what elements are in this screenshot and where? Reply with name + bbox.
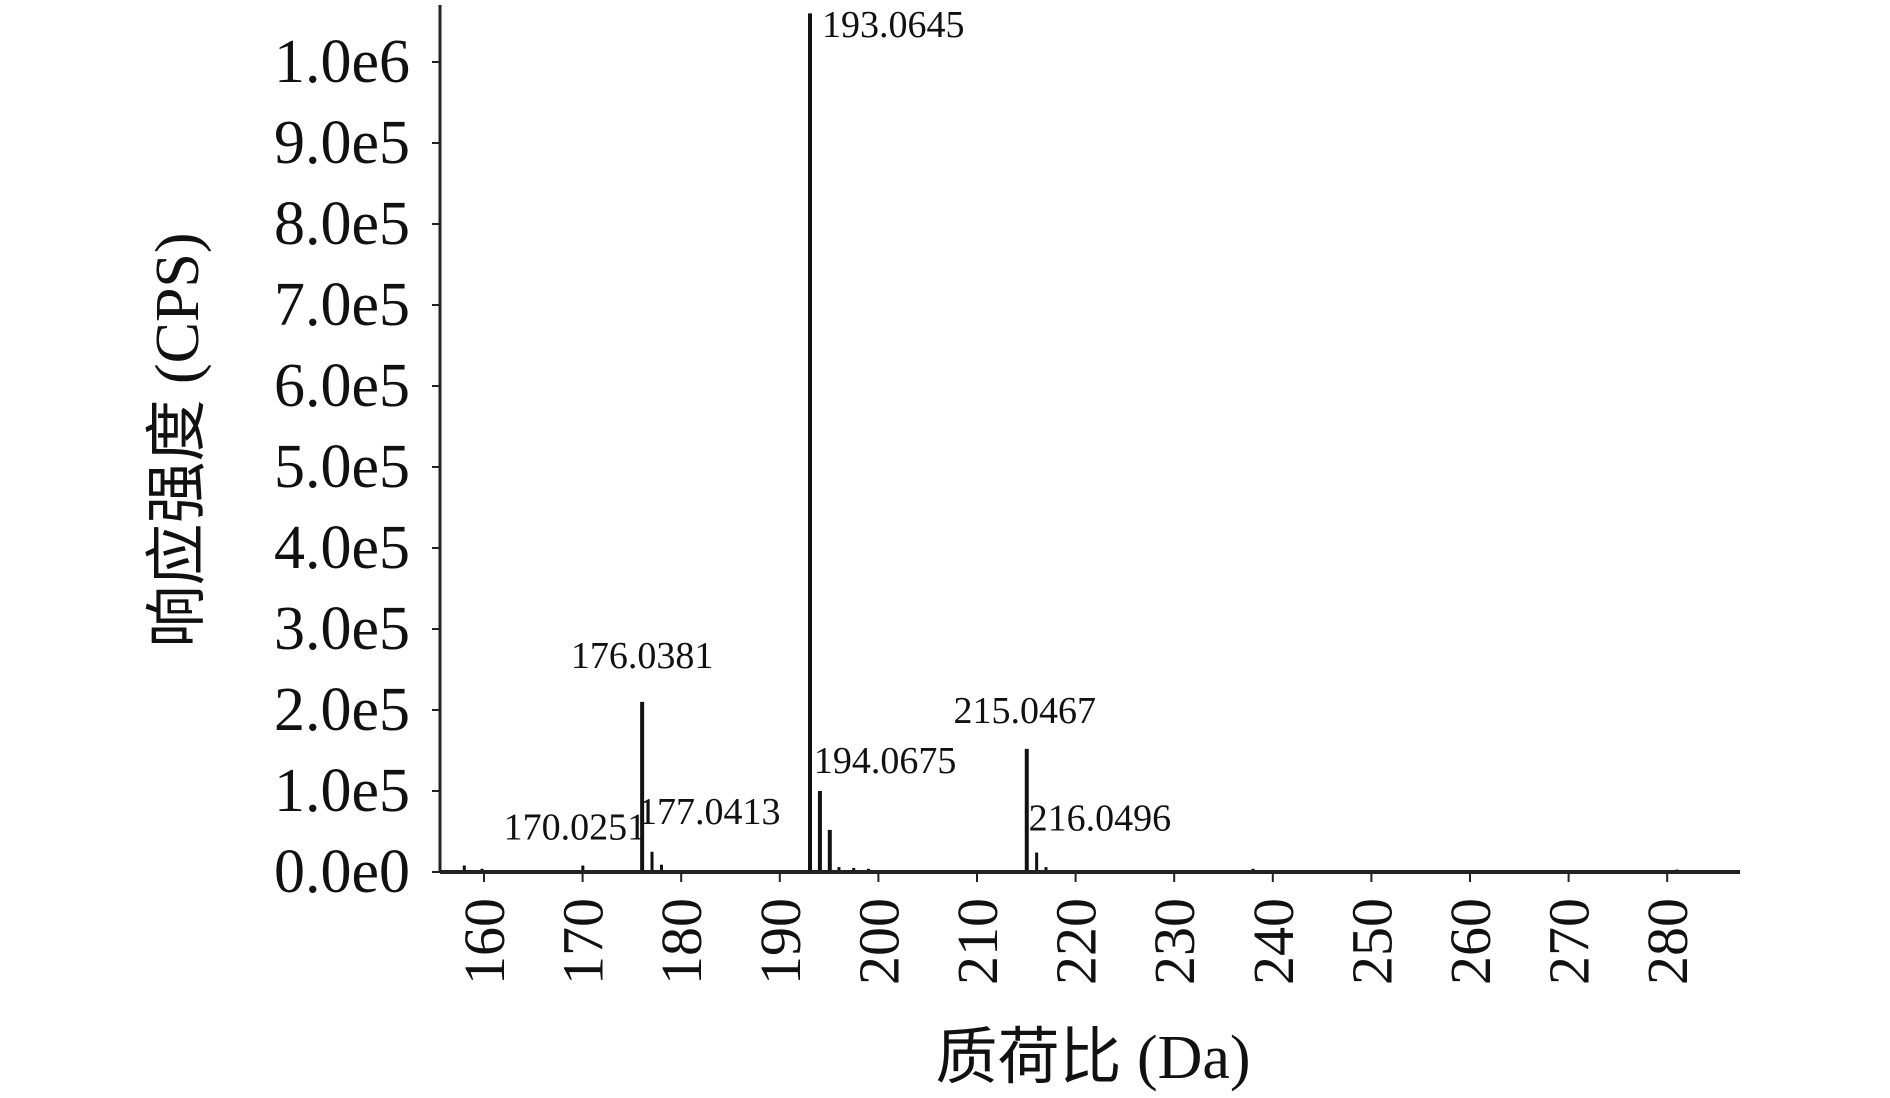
spectrum-peaks [462, 13, 1679, 872]
peak-label: 170.0251 [504, 807, 647, 849]
y-axis-ticks: 0.0e0 1.0e5 2.0e5 3.0e5 4.0e5 5.0e5 6.0e5 7.0e5… [274, 28, 440, 906]
y-tick-label: 1.0e6 [274, 28, 410, 96]
y-tick-label: 5.0e5 [274, 433, 410, 501]
peak-label: 215.0467 [954, 690, 1097, 732]
y-tick-label: 7.0e5 [274, 271, 410, 339]
y-tick-label: 1.0e5 [274, 757, 410, 825]
y-tick-label: 3.0e5 [274, 595, 410, 663]
y-tick-label: 0.0e0 [274, 838, 410, 906]
x-axis-ticks: 160 170 180 190 200 210 220 230 240 250 260 270 280 [452, 872, 1700, 985]
x-tick-label: 260 [1438, 898, 1503, 985]
x-tick-label: 280 [1635, 898, 1700, 985]
y-tick-label: 2.0e5 [274, 676, 410, 744]
x-tick-label: 180 [649, 898, 714, 985]
x-tick-label: 200 [846, 898, 911, 985]
x-tick-label: 240 [1241, 898, 1306, 985]
peak-label: 194.0675 [814, 740, 957, 782]
x-axis-title: 质荷比 (Da) [935, 1024, 1250, 1092]
peak-label: 216.0496 [1029, 798, 1172, 840]
x-tick-label: 160 [452, 898, 517, 985]
y-tick-label: 6.0e5 [274, 352, 410, 420]
peak-label: 176.0381 [571, 635, 714, 677]
y-tick-label: 4.0e5 [274, 514, 410, 582]
x-tick-label: 250 [1339, 898, 1404, 985]
peak-labels: 170.0251 176.0381 177.0413 193.0645 194.0675… [504, 4, 1172, 849]
peak-label: 193.0645 [822, 4, 965, 46]
y-axis-title: 响应强度 (CPS) [144, 232, 212, 647]
x-tick-label: 210 [945, 898, 1010, 985]
y-tick-label: 8.0e5 [274, 190, 410, 258]
x-tick-label: 170 [551, 898, 616, 985]
x-tick-label: 220 [1044, 898, 1109, 985]
x-tick-label: 270 [1537, 898, 1602, 985]
y-tick-label: 9.0e5 [274, 109, 410, 177]
peak-label: 177.0413 [638, 791, 781, 833]
x-tick-label: 230 [1142, 898, 1207, 985]
x-tick-label: 190 [748, 898, 813, 985]
